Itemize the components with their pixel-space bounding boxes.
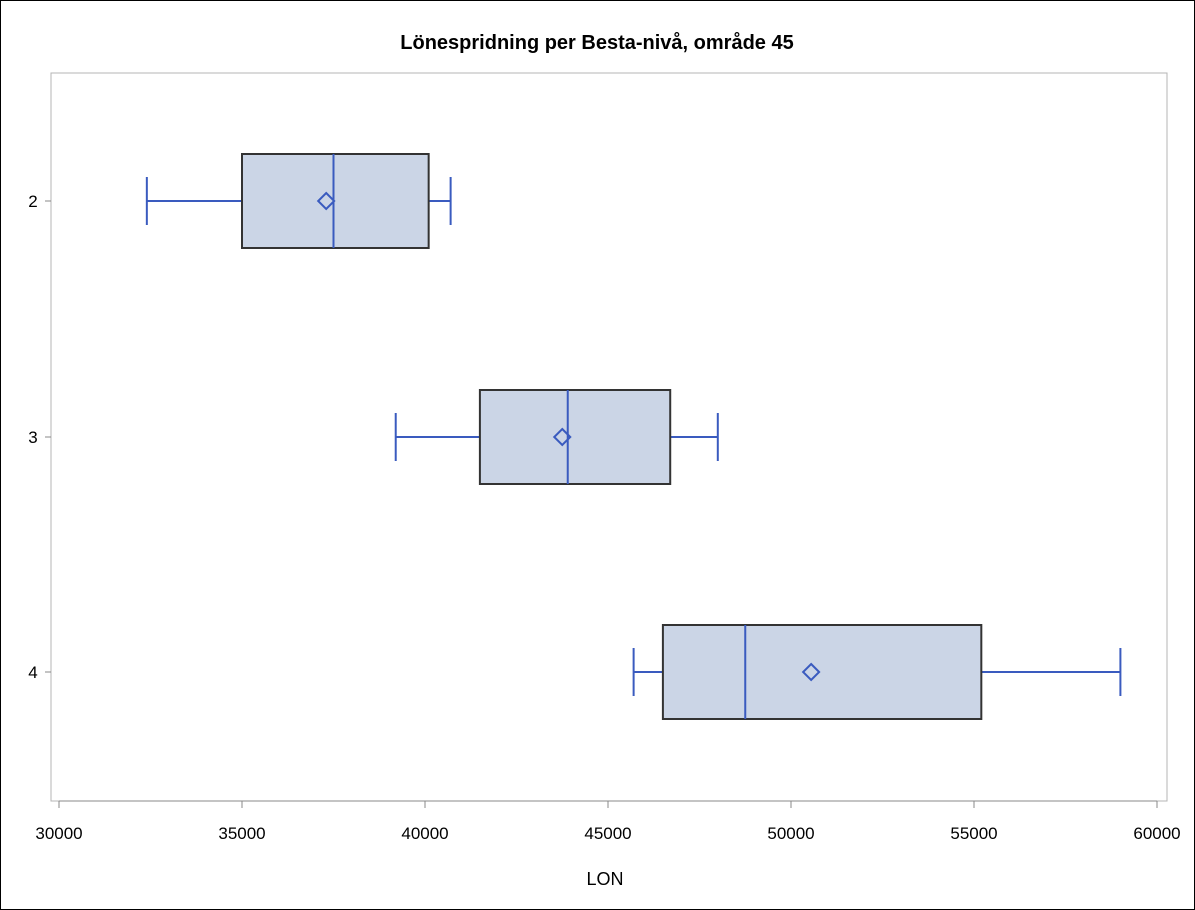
y-tick-label: 4 <box>28 663 37 682</box>
y-axis: 2 3 4 <box>28 192 51 682</box>
mean-marker <box>801 662 821 682</box>
x-tick-label: 50000 <box>767 824 814 843</box>
x-tick-label: 30000 <box>35 824 82 843</box>
chart-title: Lönespridning per Besta-nivå, område 45 <box>400 31 793 54</box>
boxes-layer <box>145 153 1122 720</box>
x-tick-label: 45000 <box>584 824 631 843</box>
iqr-box <box>478 389 672 485</box>
x-axis: 30000 35000 40000 45000 50000 55000 60000 <box>35 800 1181 843</box>
mean-marker <box>552 427 572 447</box>
iqr-box <box>661 624 983 720</box>
box-group-2 <box>145 153 452 249</box>
mean-marker <box>316 191 336 211</box>
x-axis-label: LON <box>586 869 623 889</box>
y-tick-label: 2 <box>28 192 37 211</box>
x-tick-label: 40000 <box>401 824 448 843</box>
box-group-4 <box>632 624 1122 720</box>
y-tick-label: 3 <box>28 428 37 447</box>
x-tick-label: 35000 <box>218 824 265 843</box>
box-group-3 <box>394 389 719 485</box>
x-tick-label: 60000 <box>1133 824 1180 843</box>
x-tick-label: 55000 <box>950 824 997 843</box>
